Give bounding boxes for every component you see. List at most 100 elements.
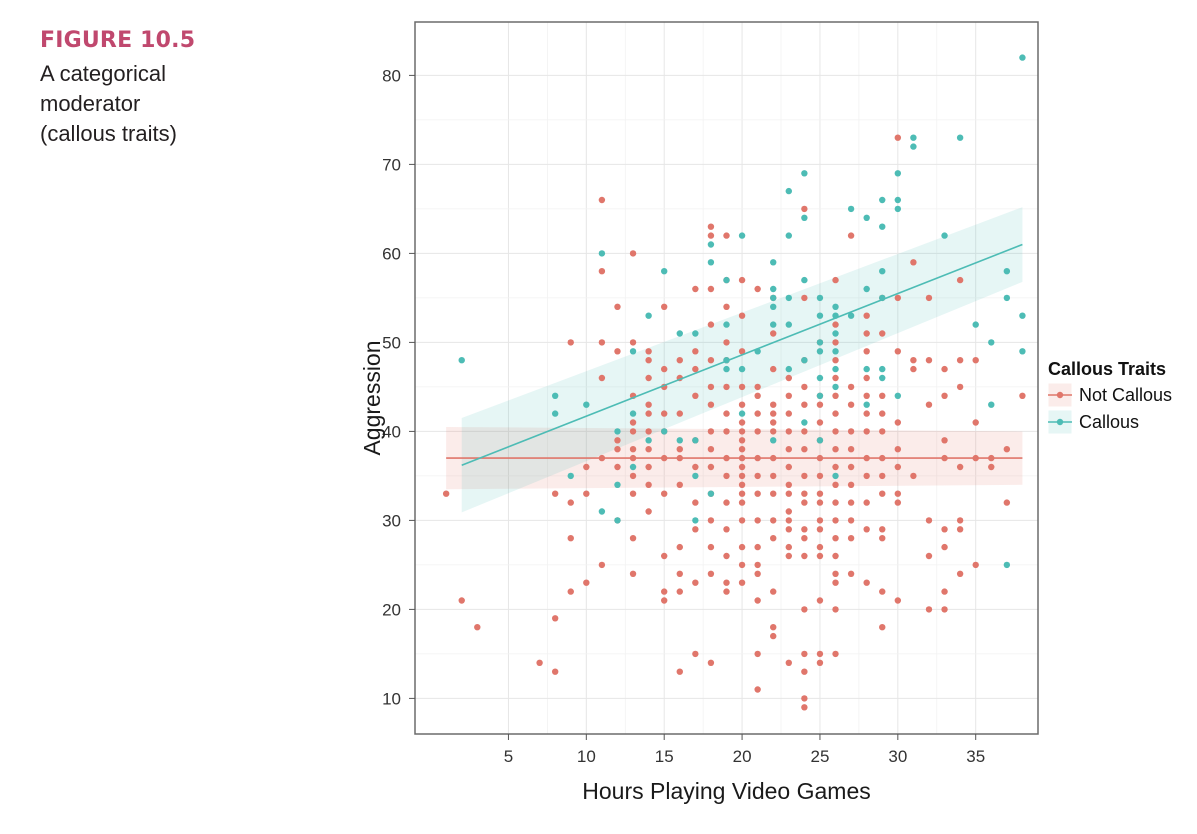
not-callous-point: [645, 348, 652, 355]
legend-label-not-callous: Not Callous: [1079, 385, 1172, 405]
callous-point: [910, 134, 917, 141]
not-callous-point: [832, 410, 839, 417]
not-callous-point: [551, 668, 559, 675]
not-callous-point: [614, 446, 621, 453]
callous-point: [692, 330, 699, 337]
not-callous-point: [879, 330, 886, 337]
not-callous-point: [645, 401, 652, 408]
not-callous-point: [801, 552, 808, 560]
not-callous-point: [738, 446, 746, 453]
callous-point: [458, 357, 465, 364]
not-callous-point: [847, 535, 855, 542]
not-callous-point: [847, 499, 855, 506]
not-callous-point: [832, 428, 839, 435]
not-callous-point: [801, 668, 808, 675]
y-tick-label: 60: [382, 244, 401, 263]
not-callous-point: [770, 624, 777, 631]
not-callous-point: [723, 428, 730, 435]
not-callous-point: [801, 446, 808, 453]
not-callous-point: [770, 632, 777, 640]
callous-point: [692, 472, 699, 480]
not-callous-point: [707, 401, 715, 408]
not-callous-point: [629, 490, 637, 497]
callous-point: [692, 517, 699, 524]
not-callous-point: [676, 481, 683, 488]
not-callous-point: [707, 446, 715, 453]
not-callous-point: [707, 357, 715, 364]
not-callous-point: [801, 383, 808, 391]
not-callous-point: [707, 321, 715, 328]
y-tick-label: 70: [382, 155, 401, 174]
callous-point: [816, 437, 824, 444]
not-callous-point: [738, 481, 746, 488]
x-tick-label: 25: [810, 747, 829, 766]
callous-point: [910, 143, 917, 150]
not-callous-point: [598, 374, 606, 382]
callous-point: [988, 401, 995, 408]
not-callous-point: [941, 365, 948, 373]
not-callous-point: [785, 526, 792, 533]
not-callous-point: [785, 410, 792, 417]
callous-point: [785, 321, 792, 328]
not-callous-point: [676, 446, 683, 453]
callous-point: [816, 392, 824, 399]
callous-point: [832, 303, 839, 310]
not-callous-point: [754, 392, 761, 399]
callous-point: [770, 294, 777, 302]
callous-point: [676, 437, 683, 444]
not-callous-point: [816, 490, 824, 497]
not-callous-point: [847, 383, 855, 391]
not-callous-point: [1019, 392, 1026, 399]
not-callous-point: [832, 499, 839, 506]
not-callous-point: [863, 472, 870, 480]
not-callous-point: [894, 294, 902, 302]
callous-point: [1019, 54, 1026, 61]
figure-label: FIGURE 10.5: [40, 28, 196, 53]
not-callous-point: [894, 597, 902, 604]
not-callous-point: [754, 517, 761, 524]
not-callous-point: [692, 463, 699, 471]
not-callous-point: [832, 321, 839, 328]
not-callous-point: [692, 579, 699, 586]
not-callous-point: [645, 446, 652, 453]
not-callous-point: [894, 348, 902, 355]
not-callous-point: [738, 401, 746, 408]
not-callous-point: [925, 606, 933, 613]
not-callous-point: [956, 517, 964, 524]
not-callous-point: [723, 552, 730, 560]
not-callous-point: [801, 695, 808, 702]
not-callous-point: [879, 392, 886, 399]
not-callous-point: [1003, 499, 1011, 506]
y-tick-label: 20: [382, 600, 401, 619]
y-tick-label: 10: [382, 689, 401, 708]
not-callous-point: [832, 579, 839, 586]
not-callous-point: [801, 401, 808, 408]
callous-point: [785, 365, 792, 373]
callous-point: [816, 339, 824, 346]
not-callous-point: [847, 428, 855, 435]
not-callous-point: [598, 339, 606, 346]
legend-item-callous: Callous: [1047, 409, 1139, 435]
grid-lines: [415, 22, 1038, 734]
not-callous-point: [738, 561, 746, 569]
not-callous-point: [754, 543, 761, 551]
callous-point: [567, 472, 574, 480]
not-callous-point: [816, 659, 824, 666]
not-callous-point: [832, 481, 839, 488]
not-callous-point: [629, 250, 637, 257]
not-callous-point: [723, 499, 730, 506]
not-callous-point: [941, 606, 948, 613]
not-callous-point: [707, 463, 715, 471]
not-callous-point: [629, 570, 637, 577]
not-callous-point: [770, 428, 777, 435]
not-callous-point: [692, 285, 699, 293]
not-callous-point: [738, 579, 746, 586]
not-callous-point: [723, 383, 730, 391]
not-callous-point: [754, 285, 761, 293]
not-callous-point: [723, 472, 730, 480]
callous-point: [863, 285, 870, 293]
not-callous-point: [879, 410, 886, 417]
not-callous-point: [583, 490, 590, 497]
not-callous-point: [832, 276, 839, 284]
